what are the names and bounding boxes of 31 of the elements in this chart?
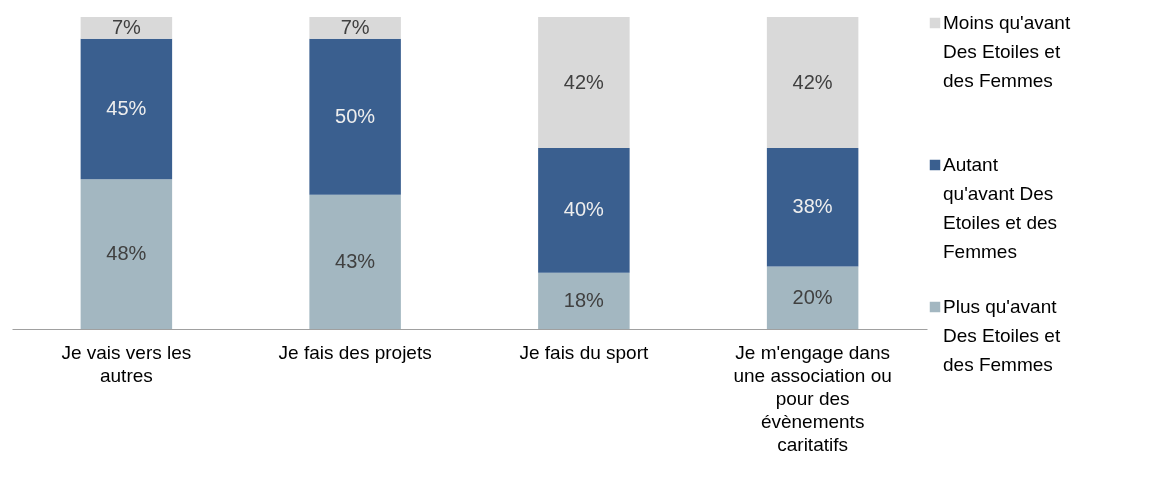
bar xyxy=(766,148,859,267)
x-tick-label: Je m'engage dans une association ou pour des évènements caritatifs xyxy=(733,341,892,455)
legend-label: Plus qu'avant Des Etoiles et des Femmes xyxy=(943,296,1061,375)
x-tick-label: Je vais vers les autres xyxy=(61,341,192,386)
data-label: 18% xyxy=(563,288,605,311)
data-label: 48% xyxy=(106,242,147,265)
bar xyxy=(309,194,401,329)
bar xyxy=(538,17,630,149)
x-tick-label: Je fais du sport xyxy=(519,341,650,363)
data-label: 43% xyxy=(335,249,376,272)
bar xyxy=(309,17,401,39)
data-label: 42% xyxy=(792,70,833,93)
bar xyxy=(80,17,173,39)
bar xyxy=(80,179,173,329)
x-tick-label: Je fais des projets xyxy=(278,341,432,363)
legend-label: Moins qu'avant Des Etoiles et des Femmes xyxy=(943,12,1071,91)
legend-label: Autant qu'avant Des Etoiles et des Femmes xyxy=(943,154,1058,262)
data-label: 45% xyxy=(106,97,147,120)
bar xyxy=(80,38,173,180)
data-label: 50% xyxy=(335,104,376,127)
data-label: 20% xyxy=(792,285,833,308)
data-label: 7% xyxy=(111,15,142,38)
bar xyxy=(766,17,859,149)
data-label: 7% xyxy=(340,15,370,38)
bar xyxy=(766,266,859,329)
data-label: 38% xyxy=(792,195,833,218)
bar xyxy=(538,272,630,329)
bar xyxy=(538,148,630,273)
data-label: 40% xyxy=(563,198,605,221)
data-label: 42% xyxy=(563,70,605,93)
bar xyxy=(309,38,401,195)
